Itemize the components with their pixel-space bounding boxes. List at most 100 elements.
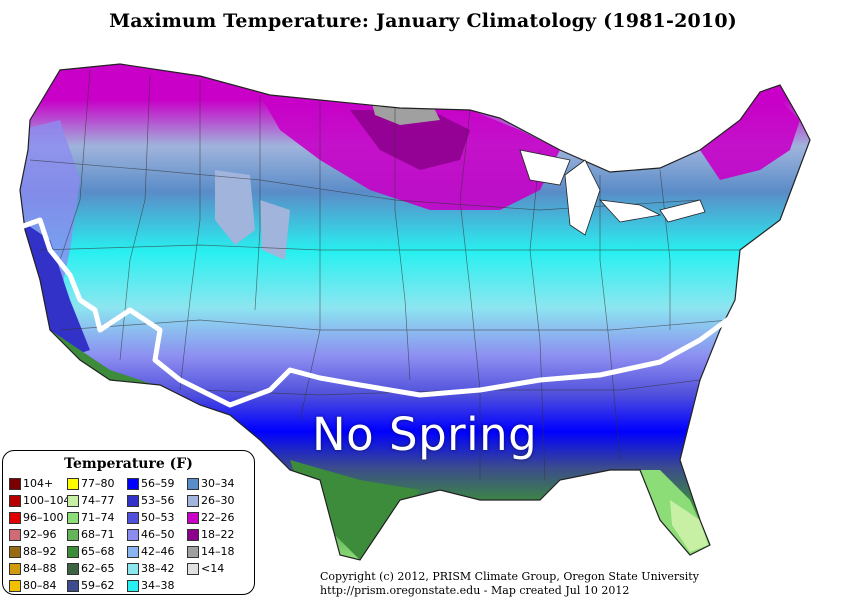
legend-item: 71–74 [67, 509, 115, 526]
legend-label: 68–71 [81, 528, 115, 541]
legend-item: <14 [187, 560, 235, 577]
legend-swatch [9, 562, 21, 575]
legend-item: 88–92 [9, 543, 71, 560]
legend-item: 38–42 [127, 560, 175, 577]
legend-label: 46–50 [141, 528, 175, 541]
legend-label: 96–100 [23, 511, 64, 524]
legend-swatch [127, 579, 139, 592]
legend-label: 22–26 [201, 511, 235, 524]
legend-item: 56–59 [127, 475, 175, 492]
legend-item: 53–56 [127, 492, 175, 509]
legend-label: 30–34 [201, 477, 235, 490]
legend-column-3: 56–59 53–56 50–53 46–50 42–46 38–42 34–38 [127, 475, 175, 594]
legend-label: 71–74 [81, 511, 115, 524]
legend-item: 100–104 [9, 492, 71, 509]
legend-swatch [127, 562, 139, 575]
legend-swatch [187, 511, 199, 524]
legend-label: <14 [201, 562, 225, 575]
legend-label: 38–42 [141, 562, 175, 575]
legend-label: 84–88 [23, 562, 57, 575]
legend-swatch [9, 511, 21, 524]
legend-label: 77–80 [81, 477, 115, 490]
legend-swatch [127, 494, 139, 507]
mountain-cold-pocket-2 [260, 200, 290, 260]
legend-item: 46–50 [127, 526, 175, 543]
legend-label: 34–38 [141, 579, 175, 592]
legend-label: 42–46 [141, 545, 175, 558]
legend-title: Temperature (F) [64, 456, 193, 472]
legend-label: 100–104 [23, 494, 71, 507]
legend-item: 92–96 [9, 526, 71, 543]
legend-item: 96–100 [9, 509, 71, 526]
legend-swatch [9, 494, 21, 507]
legend-swatch [187, 477, 199, 490]
legend-item: 26–30 [187, 492, 235, 509]
great-lakes [519, 149, 706, 236]
legend-label: 18–22 [201, 528, 235, 541]
no-spring-label: No Spring [312, 408, 538, 461]
legend-item: 68–71 [67, 526, 115, 543]
legend-label: 53–56 [141, 494, 175, 507]
legend-column-4: 30–34 26–30 22–26 18–22 14–18 <14 [187, 475, 235, 577]
legend-item: 22–26 [187, 509, 235, 526]
legend-swatch [187, 494, 199, 507]
mountain-cold-pocket [215, 170, 255, 245]
legend-swatch [9, 579, 21, 592]
legend: Temperature (F) 104+ 100–104 96–100 92–96 88… [2, 450, 255, 595]
legend-item: 42–46 [127, 543, 175, 560]
legend-swatch [9, 545, 21, 558]
legend-item: 65–68 [67, 543, 115, 560]
legend-swatch [127, 545, 139, 558]
copyright: Copyright (c) 2012, PRISM Climate Group,… [320, 570, 740, 598]
coldest-region [350, 110, 470, 170]
copyright-line-1: Copyright (c) 2012, PRISM Climate Group,… [320, 570, 699, 583]
legend-label: 104+ [23, 477, 54, 490]
legend-swatch [127, 528, 139, 541]
legend-item: 104+ [9, 475, 71, 492]
legend-label: 14–18 [201, 545, 235, 558]
legend-swatch [67, 562, 79, 575]
legend-swatch [187, 545, 199, 558]
legend-swatch [67, 511, 79, 524]
legend-label: 80–84 [23, 579, 57, 592]
legend-item: 18–22 [187, 526, 235, 543]
legend-swatch [67, 545, 79, 558]
legend-swatch [67, 579, 79, 592]
cold-region-northeast [700, 90, 800, 180]
legend-column-2: 77–80 74–77 71–74 68–71 65–68 62–65 59–62 [67, 475, 115, 594]
legend-swatch [67, 477, 79, 490]
legend-swatch [9, 528, 21, 541]
legend-swatch [67, 528, 79, 541]
florida-tip [670, 500, 708, 552]
california-coast-band [20, 220, 90, 360]
legend-item: 59–62 [67, 577, 115, 594]
legend-item: 84–88 [9, 560, 71, 577]
legend-item: 62–65 [67, 560, 115, 577]
texas-warm-region [290, 460, 420, 560]
legend-swatch [187, 528, 199, 541]
legend-item: 77–80 [67, 475, 115, 492]
legend-label: 26–30 [201, 494, 235, 507]
legend-label: 92–96 [23, 528, 57, 541]
no-spring-boundary [15, 217, 733, 408]
legend-item: 74–77 [67, 492, 115, 509]
legend-swatch [187, 562, 199, 575]
legend-item: 14–18 [187, 543, 235, 560]
legend-label: 74–77 [81, 494, 115, 507]
legend-label: 65–68 [81, 545, 115, 558]
legend-swatch [67, 494, 79, 507]
legend-item: 30–34 [187, 475, 235, 492]
legend-swatch [127, 511, 139, 524]
legend-label: 56–59 [141, 477, 175, 490]
legend-label: 50–53 [141, 511, 175, 524]
legend-item: 80–84 [9, 577, 71, 594]
legend-item: 34–38 [127, 577, 175, 594]
legend-label: 88–92 [23, 545, 57, 558]
legend-label: 59–62 [81, 579, 115, 592]
map-title: Maximum Temperature: January Climatology… [109, 10, 737, 32]
legend-swatch [127, 477, 139, 490]
legend-column-1: 104+ 100–104 96–100 92–96 88–92 84–88 80–84 [9, 475, 71, 594]
copyright-line-2: http://prism.oregonstate.edu - Map creat… [320, 584, 630, 597]
legend-item: 50–53 [127, 509, 175, 526]
legend-label: 62–65 [81, 562, 115, 575]
